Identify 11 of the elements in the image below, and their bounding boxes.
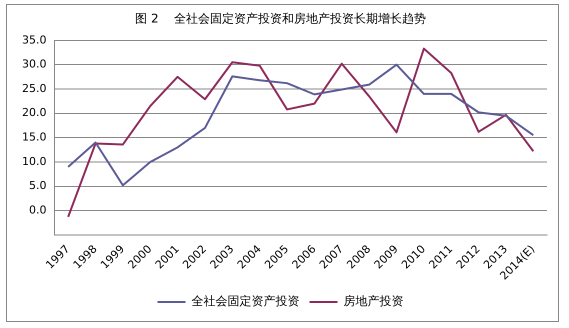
y-tick-label: 20.0 (22, 106, 46, 120)
y-tick-label: 15.0 (22, 130, 46, 144)
chart-title: 图 2 全社会固定资产投资和房地产投资长期增长趋势 (135, 11, 426, 26)
y-tick-label: 35.0 (22, 33, 46, 46)
legend-label: 全社会固定资产投资 (192, 294, 300, 308)
y-tick-label: 0.0 (28, 203, 46, 216)
y-tick-label: 30.0 (22, 58, 46, 71)
legend-label: 房地产投资 (344, 294, 404, 308)
y-tick-label: 5.0 (28, 179, 46, 192)
y-tick-label: 25.0 (22, 82, 46, 95)
y-tick-label: 10.0 (22, 154, 46, 168)
